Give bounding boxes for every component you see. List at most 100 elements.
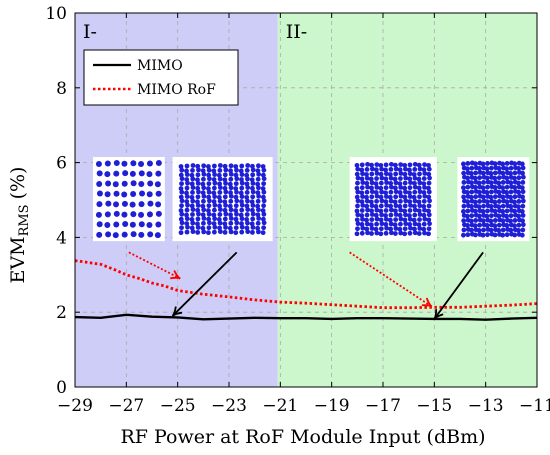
constellation-point <box>211 163 217 169</box>
constellation-point <box>250 172 256 178</box>
constellation-point <box>255 190 261 196</box>
constellation-point <box>179 211 185 217</box>
constellation-point <box>228 190 233 196</box>
constellation-point <box>520 180 526 185</box>
constellation-point <box>383 194 389 199</box>
constellation-point <box>421 226 427 232</box>
constellation-point <box>393 171 399 177</box>
constellation-point <box>190 190 195 195</box>
constellation-point <box>360 180 366 185</box>
constellation-point <box>480 161 486 167</box>
constellation-point <box>393 185 398 191</box>
constellation-point <box>260 164 266 169</box>
constellation-point <box>388 221 394 227</box>
constellation-point <box>403 221 409 227</box>
constellation-point <box>383 190 389 196</box>
constellation-point <box>146 191 153 198</box>
constellation-point <box>402 226 408 232</box>
constellation-point <box>369 226 375 231</box>
constellation-point <box>488 227 494 233</box>
constellation-point <box>206 189 212 195</box>
constellation-point <box>412 161 418 167</box>
constellation-point <box>184 207 190 213</box>
constellation-point <box>184 199 190 204</box>
constellation-point <box>130 190 137 197</box>
series-line-mimo-rof <box>74 259 538 310</box>
constellation-point <box>260 216 266 222</box>
constellation-point <box>249 199 255 205</box>
constellation-point <box>121 231 128 238</box>
constellation-point <box>508 218 513 224</box>
constellation-point <box>146 221 153 228</box>
constellation-point <box>359 185 365 191</box>
constellation-point <box>179 167 185 173</box>
x-tick-label: −23 <box>211 396 247 416</box>
constellation-point <box>250 163 255 169</box>
constellation-point <box>411 194 417 200</box>
constellation-point <box>489 165 494 171</box>
constellation-point <box>520 198 526 204</box>
x-tick-label: −27 <box>108 396 144 416</box>
constellation-point <box>217 190 223 195</box>
constellation-point <box>464 190 470 195</box>
constellation-point <box>122 220 129 227</box>
constellation-point <box>407 213 412 218</box>
constellation-point <box>516 166 522 171</box>
constellation-point <box>369 194 375 200</box>
constellation-point <box>190 198 196 204</box>
constellation-point <box>196 189 201 195</box>
constellation-point <box>233 194 239 200</box>
constellation-point <box>465 208 471 214</box>
constellation-point <box>211 177 217 182</box>
constellation-point <box>217 212 223 217</box>
constellation-point <box>481 203 486 209</box>
constellation-point <box>373 204 379 209</box>
constellation-point <box>369 231 374 236</box>
constellation-point <box>250 207 255 213</box>
constellation-point <box>190 168 195 173</box>
constellation-point <box>480 209 486 214</box>
constellation-point <box>239 202 245 208</box>
constellation-point <box>417 212 423 217</box>
constellation-point <box>189 217 195 222</box>
constellation-point <box>228 212 233 218</box>
constellation-point <box>207 176 212 182</box>
constellation-point <box>492 232 498 238</box>
constellation-point <box>383 208 389 213</box>
constellation-point <box>121 180 128 187</box>
constellation-point <box>113 159 120 166</box>
constellation-point <box>426 217 432 223</box>
constellation-point <box>206 164 211 169</box>
constellation-point <box>504 213 510 219</box>
constellation-point <box>250 194 256 200</box>
constellation-point <box>403 198 409 204</box>
constellation-point <box>508 194 513 200</box>
constellation-point <box>476 166 482 171</box>
constellation-point <box>393 180 399 186</box>
constellation-point <box>473 218 479 223</box>
constellation-point <box>211 199 217 204</box>
constellation-point <box>359 190 365 196</box>
constellation-point <box>256 171 262 177</box>
constellation-point <box>250 185 255 191</box>
constellation-point <box>476 180 482 186</box>
constellation-point <box>383 162 389 168</box>
constellation-point <box>130 231 137 238</box>
constellation-point <box>426 203 432 209</box>
constellation-point <box>189 203 195 209</box>
constellation-point <box>184 216 190 222</box>
constellation-point <box>217 181 222 187</box>
constellation-point <box>500 161 506 167</box>
constellation-point <box>190 229 196 235</box>
constellation-point <box>207 220 212 226</box>
constellation-point <box>480 170 486 176</box>
constellation-point <box>359 176 365 182</box>
constellation-point <box>378 185 384 191</box>
constellation-point <box>368 199 374 205</box>
constellation-point <box>222 185 228 191</box>
constellation-point <box>359 213 365 218</box>
constellation-point <box>365 230 370 236</box>
constellation-point <box>476 228 482 233</box>
constellation-point <box>378 180 384 186</box>
constellation-point <box>250 229 255 235</box>
